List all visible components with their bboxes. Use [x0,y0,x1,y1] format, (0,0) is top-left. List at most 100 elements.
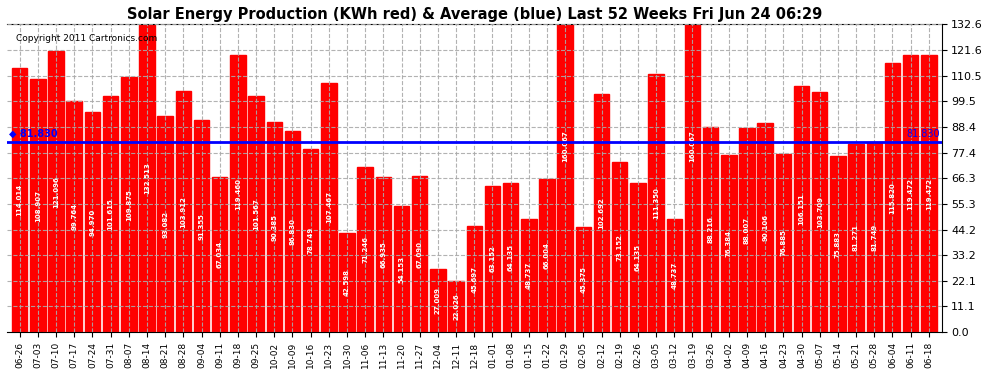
Text: 111.350: 111.350 [653,187,659,219]
Bar [157,116,173,332]
Text: 107.467: 107.467 [326,192,332,224]
Bar [685,0,700,332]
Bar [503,183,519,332]
Text: 54.153: 54.153 [399,256,405,283]
Bar [340,233,354,332]
Bar [866,142,882,332]
Text: 121.096: 121.096 [53,176,59,207]
Bar [49,51,63,332]
Text: 66.935: 66.935 [380,241,386,268]
Text: 88.007: 88.007 [744,216,750,244]
Bar [266,122,282,332]
Bar [448,281,463,332]
Text: 103.912: 103.912 [180,196,186,228]
Bar [612,162,628,332]
Text: 42.598: 42.598 [344,269,350,296]
Text: 90.385: 90.385 [271,214,277,241]
Bar [703,128,719,332]
Bar [648,74,664,332]
Bar [140,25,154,332]
Text: 81.749: 81.749 [871,224,877,251]
Text: 160.067: 160.067 [689,130,695,162]
Bar [721,155,737,332]
Text: 102.692: 102.692 [599,197,605,229]
Bar [230,55,246,332]
Bar [921,55,937,332]
Text: 132.513: 132.513 [144,162,149,194]
Bar [194,120,209,332]
Text: Copyright 2011 Cartronics.com: Copyright 2011 Cartronics.com [16,34,157,43]
Bar [375,177,391,332]
Text: 45.697: 45.697 [471,266,477,292]
Bar [557,0,573,332]
Text: 48.737: 48.737 [526,262,532,289]
Text: 78.749: 78.749 [308,227,314,254]
Bar [357,167,373,332]
Bar [775,154,791,332]
Bar [631,183,645,332]
Bar [666,219,682,332]
Text: 64.135: 64.135 [508,244,514,271]
Bar [103,96,119,332]
Text: 48.737: 48.737 [671,262,677,289]
Text: 75.883: 75.883 [835,231,841,258]
Text: 103.709: 103.709 [817,196,823,228]
Text: 108.907: 108.907 [35,190,41,222]
Title: Solar Energy Production (KWh red) & Average (blue) Last 52 Weeks Fri Jun 24 06:2: Solar Energy Production (KWh red) & Aver… [127,7,822,22]
Text: 160.067: 160.067 [562,130,568,162]
Bar [431,269,446,332]
Text: 63.152: 63.152 [489,246,495,272]
Bar [594,94,609,332]
Text: 99.764: 99.764 [71,203,77,230]
Text: 67.034: 67.034 [217,241,223,268]
Bar [903,55,919,332]
Text: 90.106: 90.106 [762,214,768,241]
Text: 67.090: 67.090 [417,241,423,268]
Bar [12,68,28,332]
Bar [285,130,300,332]
Bar [812,92,828,332]
Text: 88.216: 88.216 [708,216,714,243]
Bar [831,156,845,332]
Bar [485,186,500,332]
Text: ◆ 81.830: ◆ 81.830 [9,129,57,139]
Text: 114.014: 114.014 [17,184,23,216]
Bar [740,128,754,332]
Bar [30,80,46,332]
Text: 109.875: 109.875 [126,189,132,220]
Bar [121,77,137,332]
Text: 76.384: 76.384 [726,230,732,257]
Bar [757,123,773,332]
Bar [248,96,263,332]
Bar [466,226,482,332]
Bar [794,86,809,332]
Bar [85,112,100,332]
Text: 27.009: 27.009 [435,287,441,314]
Text: 101.615: 101.615 [108,198,114,230]
Bar [885,63,900,332]
Bar [212,177,228,332]
Text: 81.271: 81.271 [853,224,859,251]
Text: 101.567: 101.567 [253,198,259,230]
Text: 119.472: 119.472 [908,177,914,210]
Bar [412,177,428,332]
Text: 45.375: 45.375 [580,266,586,293]
Text: 106.151: 106.151 [799,193,805,225]
Bar [175,91,191,332]
Text: 76.885: 76.885 [780,230,786,256]
Text: 71.246: 71.246 [362,236,368,263]
Text: 66.004: 66.004 [544,242,550,269]
Bar [521,219,537,332]
Text: 22.026: 22.026 [453,293,459,320]
Bar [394,207,409,332]
Bar [540,179,554,332]
Text: 81.830: 81.830 [906,129,940,139]
Text: 86.830: 86.830 [289,218,295,245]
Bar [848,144,864,332]
Text: 64.135: 64.135 [635,244,641,271]
Bar [575,227,591,332]
Text: 94.970: 94.970 [89,208,95,236]
Text: 119.460: 119.460 [235,177,241,210]
Bar [321,83,337,332]
Text: 93.082: 93.082 [162,211,168,238]
